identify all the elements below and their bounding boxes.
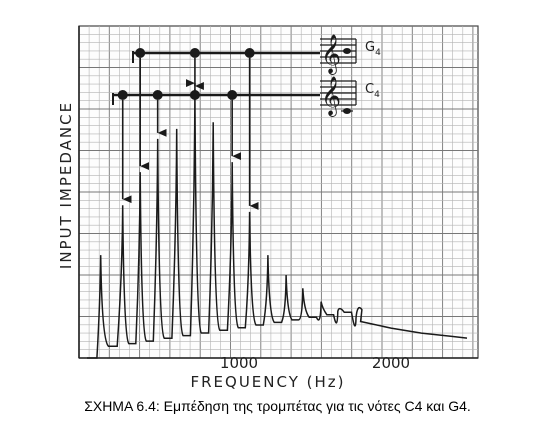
harmonic-dot	[227, 90, 238, 100]
treble-clef-icon: 𝄞	[321, 76, 341, 117]
x-tick-label: 2000	[372, 354, 410, 372]
harmonic-dot	[135, 48, 146, 58]
figure-caption: ΣΧΗΜΑ 6.4: Εμπέδηση της τρομπέτας για τι…	[84, 398, 471, 414]
harmonic-dot	[244, 48, 255, 58]
x-axis-title: FREQUENCY (Hz)	[190, 373, 345, 391]
note-g4: 𝄞 G4	[132, 34, 381, 210]
staff-icon: 𝄞	[320, 76, 357, 117]
staff-icon: 𝄞	[320, 34, 357, 75]
series-line-impedance	[87, 89, 468, 359]
note-c4: 𝄞 C4	[112, 76, 380, 204]
x-tick-labels: 1000 2000	[220, 354, 410, 372]
y-axis-title: INPUT IMPEDANCE	[57, 101, 75, 269]
x-tick-label: 1000	[220, 354, 258, 372]
note-annotations: 𝄞 G4𝄞 C4	[112, 34, 381, 210]
treble-clef-icon: 𝄞	[321, 34, 341, 75]
chart-axes	[78, 26, 478, 359]
harmonic-dot	[189, 48, 200, 58]
harmonic-dot	[152, 90, 163, 100]
chart-grid	[78, 25, 479, 359]
note-head-icon	[343, 48, 351, 54]
harmonic-dot	[117, 90, 128, 100]
